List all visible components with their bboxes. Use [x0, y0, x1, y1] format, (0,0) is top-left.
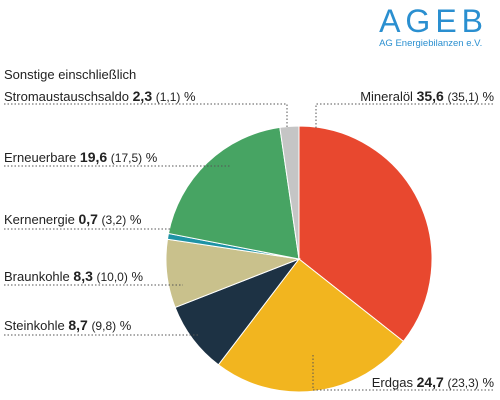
label-mineraloel: Mineralöl 35,6 (35,1) % [360, 88, 494, 105]
leader-line-erdgas [312, 355, 494, 391]
label-previous: (23,3) [447, 376, 479, 390]
label-name: Stromaustauschsaldo [4, 89, 130, 104]
label-previous: (10,0) [96, 270, 128, 284]
logo-title: AGEB [379, 3, 488, 39]
label-value: 35,6 [416, 88, 444, 104]
logo-subtitle: AG Energiebilanzen e.V. [379, 38, 483, 49]
label-value: 0,7 [78, 211, 98, 227]
label-braunkohle: Braunkohle 8,3 (10,0) % [4, 268, 143, 285]
label-previous: (1,1) [155, 90, 181, 104]
pie-slice-mineraloel [298, 125, 433, 343]
label-value: 24,7 [416, 374, 444, 390]
label-name: Braunkohle [4, 269, 70, 284]
label-name: Kernenergie [4, 212, 75, 227]
leader-line-mineraloel [315, 103, 494, 128]
label-previous: (35,1) [447, 90, 479, 104]
label-previous: (3,2) [101, 213, 127, 227]
label-unit: % [129, 212, 142, 227]
label-steinkohle: Steinkohle 8,7 (9,8) % [4, 317, 131, 334]
label-name: Steinkohle [4, 318, 65, 333]
label-previous: (17,5) [110, 151, 143, 165]
label-unit: % [131, 269, 144, 284]
label-value: 8,7 [68, 317, 88, 333]
ageb-logo: AGEB AG Energiebilanzen e.V. [379, 4, 488, 49]
label-line2: Stromaustauschsaldo 2,3 (1,1) % [4, 88, 196, 105]
label-kernenergie: Kernenergie 0,7 (3,2) % [4, 211, 141, 228]
label-value: 2,3 [132, 88, 153, 104]
label-name: Mineralöl [360, 89, 413, 104]
label-previous: (9,8) [91, 319, 117, 333]
label-unit: % [119, 318, 132, 333]
leader-line-sonstige [4, 103, 288, 128]
pie-slice-erneuerbare [167, 126, 300, 260]
label-unit: % [145, 150, 158, 165]
label-value: 19,6 [79, 149, 108, 165]
label-unit: % [184, 89, 196, 104]
pie-slice-erdgas [217, 258, 405, 393]
pie-slice-sonstige [279, 125, 300, 260]
label-value: 8,3 [73, 268, 93, 284]
label-erneuerbare: Erneuerbare 19,6 (17,5) % [4, 149, 157, 166]
label-name: Erdgas [371, 375, 413, 390]
label-unit: % [482, 375, 494, 390]
label-sonstige: Sonstige einschließlich Stromaustauschsa… [4, 67, 196, 105]
label-line1: Sonstige einschließlich [4, 67, 137, 82]
label-unit: % [482, 89, 494, 104]
label-erdgas: Erdgas 24,7 (23,3) % [372, 374, 494, 391]
label-name: Erneuerbare [4, 150, 77, 165]
